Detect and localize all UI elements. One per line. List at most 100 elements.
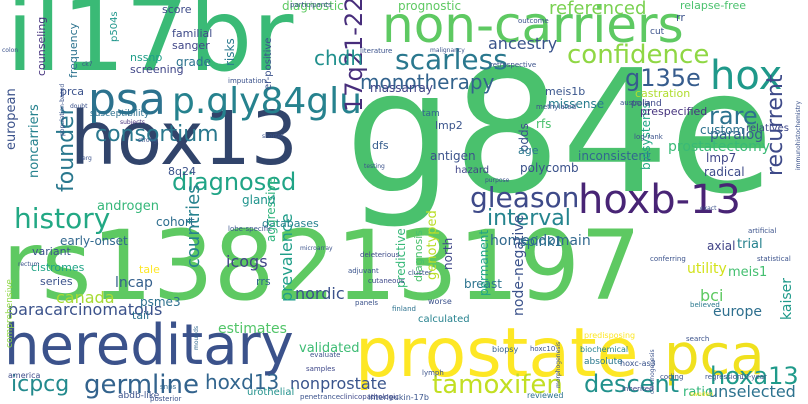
cloud-word: germline bbox=[84, 370, 199, 400]
cloud-word: relapse-free bbox=[680, 0, 746, 12]
cloud-word: prognostic bbox=[398, 0, 462, 13]
cloud-word: gleason bbox=[470, 181, 580, 214]
cloud-word: counseling bbox=[35, 16, 48, 76]
cloud-word: hereditary bbox=[4, 313, 294, 378]
cloud-word: nssnp bbox=[130, 51, 163, 64]
cloud-word: paracarcinomatous bbox=[8, 300, 163, 319]
cloud-word: erg bbox=[82, 155, 92, 162]
cloud-word: rr bbox=[676, 11, 685, 24]
cloud-word: homeodomain bbox=[490, 233, 591, 249]
cloud-word: cistromes bbox=[31, 261, 85, 274]
cloud-word: clinicopathologic bbox=[340, 393, 399, 401]
cloud-word: carcinogenesis bbox=[649, 349, 656, 394]
cloud-word: psa bbox=[88, 74, 166, 125]
cloud-word: cluster bbox=[408, 269, 432, 277]
cloud-word: sweden bbox=[690, 391, 714, 398]
cloud-word: hox bbox=[710, 53, 783, 99]
cloud-word: antigen bbox=[430, 149, 476, 163]
cloud-word: hoxa13 bbox=[710, 362, 799, 390]
cloud-word: variant bbox=[32, 245, 71, 258]
cloud-word: rare bbox=[709, 102, 758, 130]
cloud-word: dfs bbox=[372, 139, 389, 152]
cloud-word: consortium bbox=[95, 122, 219, 147]
cloud-word: conferring bbox=[650, 255, 686, 263]
cloud-word: inherited bbox=[622, 385, 654, 393]
cloud-word: score bbox=[162, 3, 192, 16]
cloud-word: comprehensive bbox=[5, 279, 15, 348]
cloud-word: nonprostate bbox=[290, 374, 387, 393]
cloud-word: g135e bbox=[625, 64, 701, 92]
cloud-word: calculated bbox=[418, 314, 470, 325]
cloud-word: monotherapy bbox=[360, 70, 495, 94]
cloud-word: evaluate bbox=[310, 351, 341, 359]
cloud-word: screening bbox=[130, 63, 184, 76]
cloud-word: poland bbox=[631, 99, 662, 109]
cloud-word: unselected bbox=[708, 382, 796, 401]
cloud-word: coding bbox=[660, 373, 684, 381]
cloud-word: sanger bbox=[172, 39, 210, 52]
cloud-word: lymph bbox=[422, 369, 444, 377]
cloud-word: radical bbox=[704, 165, 745, 179]
cloud-word: interval bbox=[487, 206, 571, 231]
cloud-word: lmp7 bbox=[706, 151, 737, 165]
cloud-word: adjuvant bbox=[348, 267, 379, 275]
cloud-word: samples bbox=[306, 365, 336, 373]
cloud-word: cutaneous bbox=[368, 277, 405, 285]
cloud-word: er-positive bbox=[263, 37, 274, 90]
cloud-word: 8q24 bbox=[168, 165, 196, 178]
cloud-word: doubt bbox=[70, 103, 88, 110]
cloud-word: tamoxifen bbox=[432, 370, 563, 400]
cloud-word: believed bbox=[690, 301, 720, 309]
cloud-word: familial bbox=[172, 27, 213, 40]
cloud-word: prespecified bbox=[640, 105, 708, 118]
cloud-word: european bbox=[4, 88, 19, 150]
cloud-word: il17br bbox=[6, 0, 294, 94]
cloud-word: tam bbox=[422, 109, 440, 119]
cloud-word: g84e bbox=[345, 34, 774, 232]
cloud-word: worse bbox=[428, 297, 452, 306]
cloud-word: cohort bbox=[156, 215, 195, 229]
cloud-word: urothelial bbox=[247, 387, 295, 398]
cloud-word: icogs bbox=[226, 252, 268, 271]
cloud-word: rfs bbox=[536, 117, 552, 131]
cloud-word: meis1b bbox=[545, 85, 586, 98]
cloud-word: non-carriers bbox=[382, 0, 684, 54]
cloud-word: rs138213197 bbox=[2, 210, 642, 322]
cloud-word: exact bbox=[700, 205, 717, 212]
cloud-word: validated bbox=[299, 341, 360, 356]
cloud-word: immunohistochemistry bbox=[795, 100, 802, 170]
cloud-word: kaiser bbox=[779, 278, 795, 320]
cloud-word: noncarriers bbox=[27, 104, 42, 178]
cloud-word: hox13 bbox=[70, 96, 298, 182]
cloud-word: purpose bbox=[485, 177, 510, 184]
cloud-word: polycomb bbox=[520, 161, 579, 175]
cloud-word: referenced bbox=[549, 0, 647, 19]
cloud-word: breast bbox=[464, 277, 502, 291]
cloud-word: bci bbox=[700, 286, 724, 305]
cloud-word: biochemical bbox=[580, 345, 629, 354]
cloud-word: series bbox=[40, 275, 73, 288]
cloud-word: reviewed bbox=[527, 391, 564, 400]
cloud-word: population-based bbox=[59, 83, 66, 136]
cloud-word: paralog bbox=[710, 127, 764, 143]
cloud-word: axial bbox=[707, 239, 736, 253]
cloud-word: massarray bbox=[370, 81, 434, 95]
cloud-word: confidence bbox=[567, 40, 710, 70]
cloud-word: abdb-like bbox=[118, 391, 160, 401]
cloud-word: posterior bbox=[150, 395, 182, 403]
cloud-word: absolute bbox=[584, 357, 623, 367]
cloud-word: artificial bbox=[748, 227, 777, 235]
cloud-word: regression bbox=[705, 373, 742, 381]
cloud-word: canada bbox=[56, 288, 115, 307]
cloud-word: retrospective bbox=[490, 61, 537, 69]
cloud-word: 10-year bbox=[740, 373, 767, 381]
cloud-word: p504s bbox=[109, 11, 120, 42]
cloud-word: prostatectomy bbox=[668, 139, 771, 155]
cloud-word: penetrance bbox=[300, 393, 340, 401]
cloud-word: lobe-specific bbox=[228, 225, 272, 233]
cloud-word: colon bbox=[2, 47, 19, 54]
cloud-word: castration bbox=[635, 87, 691, 100]
cloud-word: lmp2 bbox=[435, 119, 463, 132]
cloud-word: tale bbox=[139, 263, 160, 276]
